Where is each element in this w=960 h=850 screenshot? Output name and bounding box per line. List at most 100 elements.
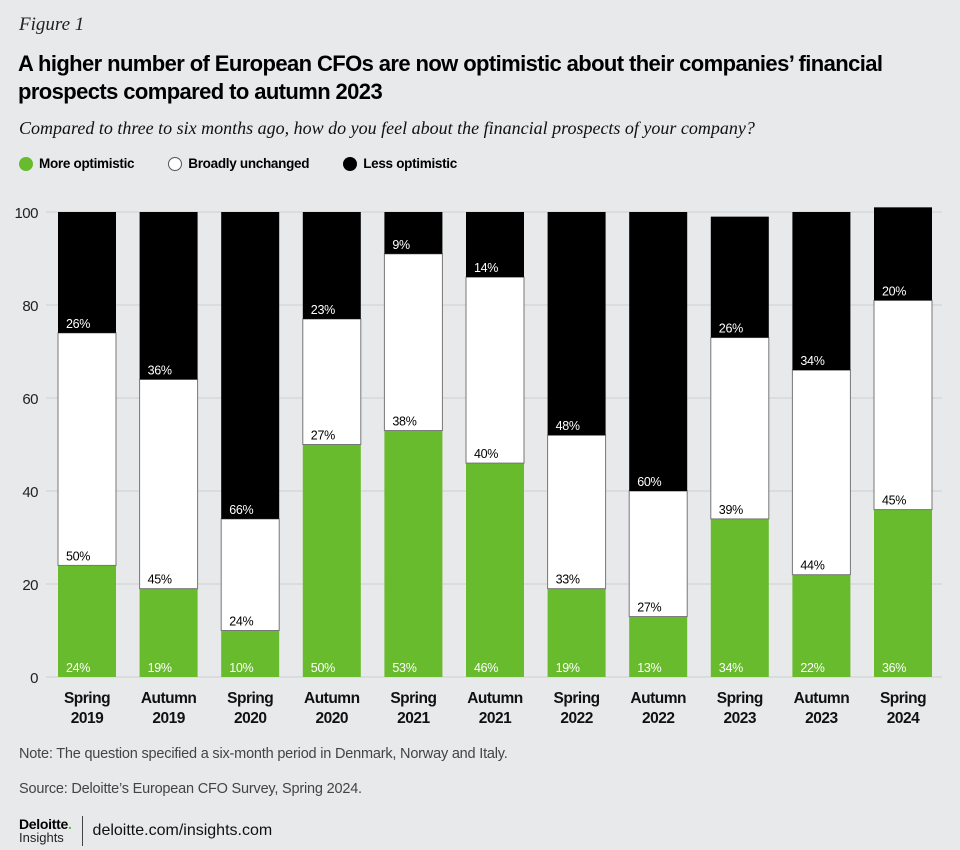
bar-segment-broadly-unchanged: [710, 337, 770, 520]
logo-sub: Insights: [19, 830, 64, 845]
x-tick-label-year: 2020: [316, 710, 348, 727]
chart-title: A higher number of European CFOs are now…: [18, 51, 883, 104]
bar-segment-broadly-unchanged: [57, 332, 117, 566]
y-tick-label: 100: [14, 205, 38, 222]
data-label: 53%: [392, 661, 416, 675]
bar-segment-broadly-unchanged: [873, 299, 933, 511]
data-label: 44%: [800, 559, 824, 573]
x-tick-label-year: 2021: [479, 710, 512, 727]
data-label: 45%: [148, 573, 172, 587]
data-label: 60%: [637, 475, 661, 489]
figure-label: Figure 1: [19, 14, 85, 35]
x-tick-label-season: Autumn: [467, 690, 523, 707]
data-label: 24%: [229, 615, 253, 629]
data-label: 33%: [556, 573, 580, 587]
data-label: 26%: [719, 322, 743, 336]
x-tick-label-year: 2023: [805, 710, 838, 727]
x-tick-label-year: 2023: [724, 710, 757, 727]
x-tick-label-year: 2019: [71, 710, 104, 727]
deloitte-insights-logo[interactable]: Deloitte. Insights: [19, 817, 72, 845]
legend: More optimistic Broadly unchanged Less o…: [19, 156, 491, 171]
x-tick-label-season: Autumn: [141, 690, 197, 707]
data-label: 27%: [637, 601, 661, 615]
x-tick-label-year: 2021: [397, 710, 430, 727]
bar-segment-less-optimistic: [874, 207, 932, 301]
x-tick-label-season: Autumn: [304, 690, 360, 707]
bar-segment-more-optimistic: [874, 509, 932, 677]
x-tick-label-season: Spring: [64, 690, 110, 707]
data-label: 27%: [311, 429, 335, 443]
bar-segment-less-optimistic: [139, 212, 198, 380]
data-label: 38%: [392, 415, 416, 429]
bar-segment-more-optimistic: [302, 444, 361, 677]
x-tick-label-year: 2019: [152, 710, 185, 727]
data-label: 50%: [311, 661, 335, 675]
legend-label: More optimistic: [39, 156, 135, 171]
footer-url-link[interactable]: deloitte.com/insights.com: [92, 822, 273, 839]
x-tick-label-year: 2022: [642, 710, 674, 727]
legend-swatch-white: [168, 156, 183, 171]
data-label: 23%: [311, 303, 335, 317]
legend-label: Broadly unchanged: [188, 156, 310, 171]
x-tick-label-season: Autumn: [630, 690, 686, 707]
y-tick-label: 20: [22, 577, 38, 594]
footer-divider: [81, 816, 83, 846]
y-tick-label: 80: [22, 298, 38, 315]
legend-swatch-black: [343, 156, 358, 171]
bar-segment-more-optimistic: [221, 630, 280, 677]
bar-segment-more-optimistic: [547, 588, 606, 677]
data-label: 36%: [882, 661, 906, 675]
x-tick-label-season: Spring: [880, 690, 926, 707]
x-tick-label-season: Autumn: [794, 690, 850, 707]
bar-segment-broadly-unchanged: [302, 318, 362, 445]
bar-segment-more-optimistic: [139, 588, 198, 677]
x-tick-label-year: 2022: [560, 710, 592, 727]
data-label: 26%: [66, 317, 90, 331]
bar-segment-broadly-unchanged: [220, 518, 280, 631]
bar-segment-more-optimistic: [384, 430, 443, 677]
y-tick-label: 40: [22, 484, 38, 501]
bar-segment-broadly-unchanged: [547, 434, 607, 590]
data-label: 10%: [229, 661, 253, 675]
data-label: 13%: [637, 661, 661, 675]
bar-segment-broadly-unchanged: [628, 490, 688, 618]
bar-segment-less-optimistic: [384, 212, 443, 254]
bar-segment-less-optimistic: [58, 212, 116, 333]
bar-segment-more-optimistic: [792, 574, 851, 677]
bar-segment-less-optimistic: [466, 212, 524, 278]
data-label: 36%: [148, 363, 172, 377]
data-label: 22%: [800, 661, 824, 675]
data-label: 20%: [882, 284, 906, 298]
bar-segment-less-optimistic: [221, 212, 280, 519]
bar-segment-less-optimistic: [629, 212, 688, 491]
x-tick-label-season: Spring: [554, 690, 600, 707]
data-label: 14%: [474, 261, 498, 275]
y-tick-label: 60: [22, 391, 38, 408]
bar-segment-more-optimistic: [58, 565, 116, 677]
data-label: 19%: [148, 661, 172, 675]
data-label: 9%: [392, 238, 410, 252]
x-tick-label-year: 2024: [887, 710, 920, 727]
data-label: 24%: [66, 661, 90, 675]
data-label: 48%: [556, 419, 580, 433]
stacked-bar-chart: 0 20 40 60 80 100 24% 50% 26% Spring 2019 19% 45% 36%…: [14, 205, 942, 727]
bar-segment-more-optimistic: [629, 616, 688, 677]
bar-segment-less-optimistic: [547, 212, 606, 436]
legend-item-broadly-unchanged: Broadly unchanged: [168, 156, 309, 171]
bar-segment-broadly-unchanged: [465, 276, 525, 464]
data-label: 34%: [800, 354, 824, 368]
x-tick-label-season: Spring: [390, 690, 436, 707]
bar-segment-broadly-unchanged: [139, 378, 199, 590]
bar-segment-less-optimistic: [302, 212, 361, 319]
data-label: 46%: [474, 661, 498, 675]
data-label: 34%: [719, 661, 743, 675]
legend-label: Less optimistic: [363, 156, 457, 171]
bar-segment-broadly-unchanged: [383, 253, 443, 432]
x-tick-label-year: 2020: [234, 710, 266, 727]
bar-segment-less-optimistic: [710, 216, 769, 338]
bar-segment-more-optimistic: [710, 518, 769, 677]
legend-swatch-green: [19, 156, 33, 171]
data-label: 66%: [229, 503, 253, 517]
data-label: 50%: [66, 549, 90, 563]
chart-subtitle: Compared to three to six months ago, how…: [19, 118, 755, 138]
